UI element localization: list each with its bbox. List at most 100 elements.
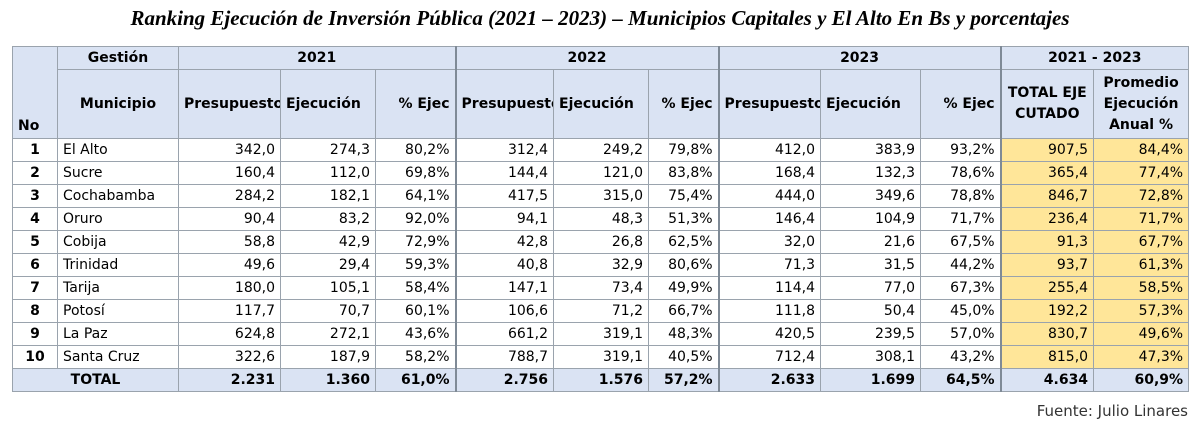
header-cell: No: [12, 46, 58, 139]
value-cell: 49,6: [178, 253, 281, 277]
value-cell: 57,3%: [1093, 299, 1190, 323]
value-cell: 75,4%: [648, 184, 720, 208]
value-cell: 80,6%: [648, 253, 720, 277]
rank-cell: 8: [12, 299, 58, 323]
rank-cell: 2: [12, 161, 58, 185]
value-cell: 67,5%: [920, 230, 1002, 254]
value-cell: 412,0: [718, 138, 822, 162]
value-cell: 58,8: [178, 230, 281, 254]
value-cell: 66,7%: [648, 299, 720, 323]
value-cell: 106,6: [455, 299, 555, 323]
value-cell: 51,3%: [648, 207, 720, 231]
value-cell: 712,4: [718, 345, 822, 369]
value-cell: 57,0%: [920, 322, 1002, 346]
total-cell: 1.360: [280, 368, 376, 392]
value-cell: 83,8%: [648, 161, 720, 185]
municipality-cell: Santa Cruz: [57, 345, 179, 369]
value-cell: 907,5: [1000, 138, 1095, 162]
value-cell: 274,3: [280, 138, 376, 162]
value-cell: 84,4%: [1093, 138, 1190, 162]
value-cell: 77,0: [820, 276, 922, 300]
value-cell: 846,7: [1000, 184, 1095, 208]
value-cell: 48,3: [553, 207, 650, 231]
value-cell: 661,2: [455, 322, 555, 346]
rank-cell: 4: [12, 207, 58, 231]
data-row: 10 Santa Cruz 322,6 187,9 58,2% 788,7 319,1 40,…: [12, 345, 1190, 369]
total-cell: 64,5%: [920, 368, 1002, 392]
data-row: 6 Trinidad 49,6 29,4 59,3% 40,8 32,9 80,6% 71,3 3…: [12, 253, 1190, 277]
value-cell: 58,2%: [374, 345, 457, 369]
rank-cell: 10: [12, 345, 58, 369]
value-cell: 78,8%: [920, 184, 1002, 208]
year-header: 2021 - 2023: [1000, 46, 1190, 70]
column-header: % Ejec: [648, 69, 720, 139]
value-cell: 322,6: [178, 345, 281, 369]
data-row: 1 El Alto 342,0 274,3 80,2% 312,4 249,2 79,8% 41…: [12, 138, 1190, 162]
rank-cell: 1: [12, 138, 58, 162]
data-row: 9 La Paz 624,8 272,1 43,6% 661,2 319,1 48,3% 420…: [12, 322, 1190, 346]
rank-cell: 6: [12, 253, 58, 277]
total-cell: 2.231: [178, 368, 281, 392]
column-header: Presupuesto: [178, 69, 281, 139]
value-cell: 342,0: [178, 138, 281, 162]
year-header: 2023: [718, 46, 1002, 70]
value-cell: 121,0: [553, 161, 650, 185]
value-cell: 315,0: [553, 184, 650, 208]
header-cell: Gestión: [57, 46, 179, 70]
value-cell: 94,1: [455, 207, 555, 231]
value-cell: 624,8: [178, 322, 281, 346]
value-cell: 45,0%: [920, 299, 1002, 323]
value-cell: 788,7: [455, 345, 555, 369]
column-header: Ejecución: [820, 69, 922, 139]
value-cell: 111,8: [718, 299, 822, 323]
value-cell: 132,3: [820, 161, 922, 185]
header-row: No Gestión 2021 2022 2023 2021 - 2023: [12, 46, 1190, 139]
value-cell: 187,9: [280, 345, 376, 369]
value-cell: 312,4: [455, 138, 555, 162]
municipality-cell: Potosí: [57, 299, 179, 323]
column-header: TOTAL EJECUTADO: [1000, 69, 1095, 139]
value-cell: 93,7: [1000, 253, 1095, 277]
value-cell: 91,3: [1000, 230, 1095, 254]
value-cell: 72,8%: [1093, 184, 1190, 208]
municipality-cell: Tarija: [57, 276, 179, 300]
total-cell: 1.576: [553, 368, 650, 392]
value-cell: 50,4: [820, 299, 922, 323]
header-row: Municipio Presupuesto Ejecución% Ejec Presu…: [13, 69, 1190, 139]
value-cell: 32,0: [718, 230, 822, 254]
value-cell: 147,1: [455, 276, 555, 300]
value-cell: 192,2: [1000, 299, 1095, 323]
rank-cell: 7: [12, 276, 58, 300]
value-cell: 168,4: [718, 161, 822, 185]
municipality-cell: Trinidad: [57, 253, 179, 277]
value-cell: 62,5%: [648, 230, 720, 254]
column-header: % Ejec: [920, 69, 1002, 139]
value-cell: 420,5: [718, 322, 822, 346]
value-cell: 117,7: [178, 299, 281, 323]
title: Ranking Ejecución de Inversión Pública (…: [130, 6, 1070, 30]
value-cell: 104,9: [820, 207, 922, 231]
value-cell: 319,1: [553, 322, 650, 346]
value-cell: 26,8: [553, 230, 650, 254]
value-cell: 146,4: [718, 207, 822, 231]
value-cell: 255,4: [1000, 276, 1095, 300]
value-cell: 42,9: [280, 230, 376, 254]
value-cell: 284,2: [178, 184, 281, 208]
source: Fuente: Julio Linares: [1036, 402, 1188, 420]
value-cell: 67,7%: [1093, 230, 1190, 254]
value-cell: 32,9: [553, 253, 650, 277]
year-header: 2022: [455, 46, 720, 70]
value-cell: 59,3%: [374, 253, 457, 277]
data-row: 3 Cochabamba 284,2 182,1 64,1% 417,5 315,0 75,4…: [12, 184, 1190, 208]
year-header: 2021: [177, 46, 457, 70]
value-cell: 830,7: [1000, 322, 1095, 346]
value-cell: 48,3%: [648, 322, 720, 346]
column-header: % Ejec: [374, 69, 457, 139]
value-cell: 365,4: [1000, 161, 1095, 185]
rank-cell: 5: [12, 230, 58, 254]
total-row: TOTAL 2.231 1.360 61,0% 2.756 1.576 57,2% 2.633…: [12, 368, 1190, 392]
value-cell: 319,1: [553, 345, 650, 369]
value-cell: 61,3%: [1093, 253, 1190, 277]
value-cell: 90,4: [178, 207, 281, 231]
